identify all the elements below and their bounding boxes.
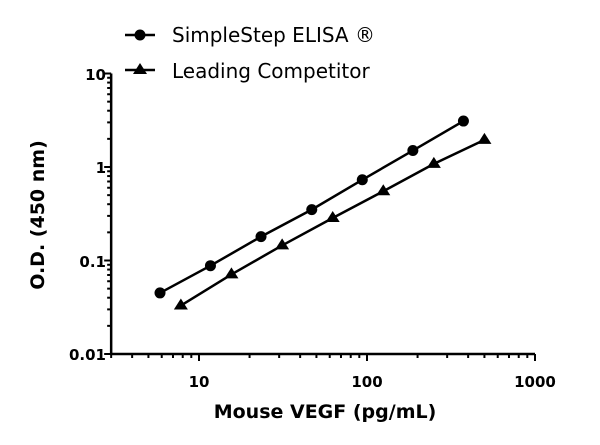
data-point xyxy=(407,145,419,157)
data-point xyxy=(204,260,216,272)
data-point xyxy=(275,238,290,250)
legend-label-simplestep: SimpleStep ELISA ® xyxy=(172,23,375,47)
series-line xyxy=(180,138,485,307)
legend-marker-circle xyxy=(134,29,146,41)
x-tick-label: 10 xyxy=(189,373,210,391)
data-point xyxy=(376,184,391,196)
y-tick-label: 1 xyxy=(96,159,106,177)
legend-marker-triangle xyxy=(133,63,147,74)
data-point xyxy=(224,267,239,279)
y-tick-label: 0.1 xyxy=(79,253,106,271)
x-tick-label: 1000 xyxy=(514,373,556,391)
data-point xyxy=(255,231,267,243)
data-point xyxy=(426,156,441,168)
data-point xyxy=(173,298,188,310)
series-simplestep xyxy=(154,115,469,299)
data-point xyxy=(457,115,469,127)
x-tick-label: 100 xyxy=(351,373,382,391)
data-point xyxy=(356,174,368,186)
legend-label-competitor: Leading Competitor xyxy=(172,59,370,83)
x-axis-label: Mouse VEGF (pg/mL) xyxy=(214,401,437,423)
y-tick-label: 0.01 xyxy=(69,346,106,364)
data-point xyxy=(154,287,166,299)
data-point xyxy=(325,210,340,222)
data-point xyxy=(306,204,318,216)
series xyxy=(154,115,492,310)
data-point xyxy=(477,132,492,144)
tick-labels: 10 100 1000 0.01 0.1 1 10 xyxy=(69,66,556,391)
y-tick-label: 10 xyxy=(85,66,106,84)
series-competitor xyxy=(173,132,492,310)
y-axis-label: O.D. (450 nm) xyxy=(27,140,49,290)
axes xyxy=(104,72,536,361)
legend: SimpleStep ELISA ® Leading Competitor xyxy=(125,23,375,83)
